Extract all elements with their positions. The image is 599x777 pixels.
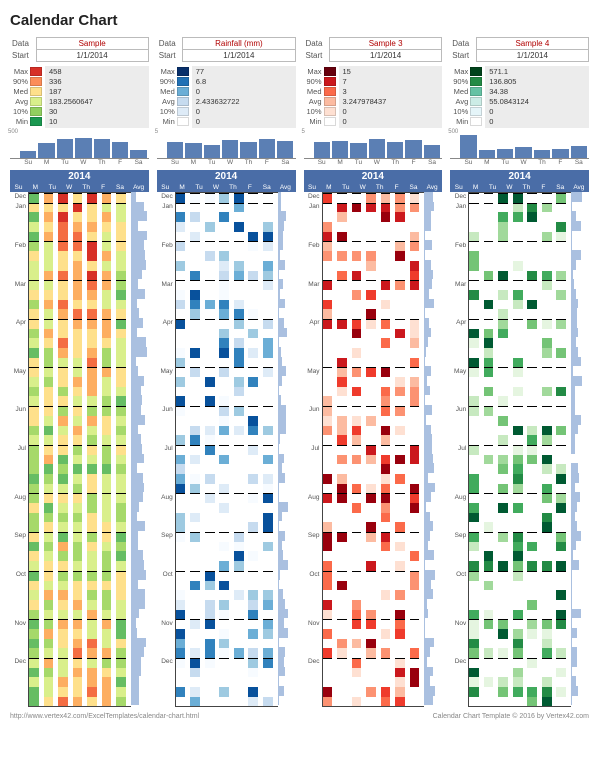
- meta-table: DataRainfall (mm)Start1/1/2014: [157, 37, 296, 62]
- footer-url: http://www.vertex42.com/ExcelTemplates/c…: [10, 713, 199, 720]
- year-header: 2014: [10, 170, 149, 183]
- year-header: 2014: [304, 170, 443, 183]
- footer: http://www.vertex42.com/ExcelTemplates/c…: [10, 713, 589, 720]
- day-header: SuMTuWThFSaAvg: [304, 183, 443, 192]
- day-header: SuMTuWThFSaAvg: [10, 183, 149, 192]
- page-title: Calendar Chart: [10, 12, 589, 29]
- stats-block: Max90%MedAvg10%Min458336187183.256064730…: [10, 66, 149, 128]
- day-header: SuMTuWThFSaAvg: [450, 183, 589, 192]
- weekday-bar-chart: 500: [450, 131, 589, 159]
- weekday-bar-chart: 500: [10, 131, 149, 159]
- panel-0: DataSampleStart1/1/2014 Max90%MedAvg10%Mi…: [10, 37, 149, 707]
- panel-2: DataSample 3Start1/1/2014 Max90%MedAvg10%…: [304, 37, 443, 707]
- heatmap: DecJanFebMarAprMayJunJulAugSepOctNovDec: [157, 192, 296, 707]
- heatmap: DecJanFebMarAprMayJunJulAugSepOctNovDec: [450, 192, 589, 707]
- meta-table: DataSampleStart1/1/2014: [10, 37, 149, 62]
- weekday-bar-chart: 5: [304, 131, 443, 159]
- panel-3: DataSample 4Start1/1/2014 Max90%MedAvg10%…: [450, 37, 589, 707]
- weekday-bar-chart: 5: [157, 131, 296, 159]
- panels-container: DataSampleStart1/1/2014 Max90%MedAvg10%Mi…: [10, 37, 589, 707]
- meta-table: DataSample 3Start1/1/2014: [304, 37, 443, 62]
- year-header: 2014: [450, 170, 589, 183]
- day-header: SuMTuWThFSaAvg: [157, 183, 296, 192]
- stats-block: Max90%MedAvg10%Min776.802.43363272200: [157, 66, 296, 128]
- heatmap: DecJanFebMarAprMayJunJulAugSepOctNovDec: [10, 192, 149, 707]
- footer-copyright: Calendar Chart Template © 2016 by Vertex…: [433, 713, 589, 720]
- stats-block: Max90%MedAvg10%Min15733.24797843700: [304, 66, 443, 128]
- panel-1: DataRainfall (mm)Start1/1/2014 Max90%MedA…: [157, 37, 296, 707]
- stats-block: Max90%MedAvg10%Min571.1136.80534.3855.08…: [450, 66, 589, 128]
- year-header: 2014: [157, 170, 296, 183]
- meta-table: DataSample 4Start1/1/2014: [450, 37, 589, 62]
- heatmap: DecJanFebMarAprMayJunJulAugSepOctNovDec: [304, 192, 443, 707]
